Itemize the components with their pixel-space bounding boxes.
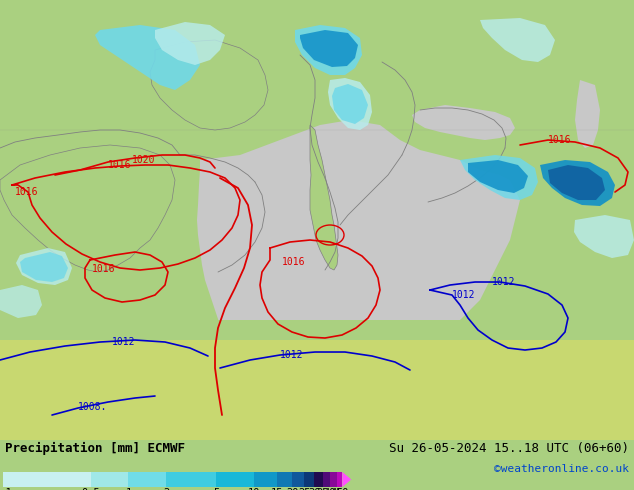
Bar bbox=[3, 472, 91, 487]
Polygon shape bbox=[412, 105, 515, 140]
Text: 0.1: 0.1 bbox=[0, 488, 12, 490]
Text: 30: 30 bbox=[308, 488, 321, 490]
Bar bbox=[91, 472, 129, 487]
Polygon shape bbox=[328, 78, 372, 130]
Text: 5: 5 bbox=[213, 488, 219, 490]
Polygon shape bbox=[155, 22, 225, 65]
Polygon shape bbox=[310, 125, 338, 270]
Text: 1012: 1012 bbox=[492, 277, 515, 287]
Polygon shape bbox=[540, 160, 615, 206]
Polygon shape bbox=[295, 25, 362, 75]
Text: 1016: 1016 bbox=[282, 257, 306, 267]
Polygon shape bbox=[150, 40, 268, 130]
Text: 20: 20 bbox=[286, 488, 299, 490]
Bar bbox=[323, 472, 330, 487]
Text: Precipitation [mm] ECMWF: Precipitation [mm] ECMWF bbox=[5, 441, 185, 455]
Bar bbox=[254, 472, 276, 487]
Text: 1012: 1012 bbox=[452, 290, 476, 300]
Bar bbox=[166, 472, 216, 487]
Polygon shape bbox=[0, 320, 634, 440]
Polygon shape bbox=[574, 215, 634, 258]
Polygon shape bbox=[16, 248, 72, 285]
Bar bbox=[292, 472, 304, 487]
Polygon shape bbox=[468, 160, 528, 193]
Text: 1020: 1020 bbox=[132, 155, 155, 165]
Text: 1012: 1012 bbox=[280, 350, 304, 360]
Bar bbox=[330, 472, 337, 487]
Polygon shape bbox=[548, 165, 605, 200]
Polygon shape bbox=[480, 18, 555, 62]
Text: 1012: 1012 bbox=[112, 337, 136, 347]
Polygon shape bbox=[20, 252, 68, 282]
Text: 10: 10 bbox=[248, 488, 261, 490]
Text: 1016: 1016 bbox=[15, 187, 39, 197]
Text: 35: 35 bbox=[316, 488, 329, 490]
Text: Su 26-05-2024 15..18 UTC (06+60): Su 26-05-2024 15..18 UTC (06+60) bbox=[389, 441, 629, 455]
Text: 50: 50 bbox=[336, 488, 349, 490]
Text: 2: 2 bbox=[163, 488, 169, 490]
Bar bbox=[304, 472, 314, 487]
Polygon shape bbox=[0, 145, 175, 272]
Polygon shape bbox=[197, 120, 520, 385]
Bar bbox=[314, 472, 323, 487]
Polygon shape bbox=[0, 340, 634, 440]
Polygon shape bbox=[332, 84, 368, 124]
Text: 1: 1 bbox=[126, 488, 132, 490]
Polygon shape bbox=[460, 155, 538, 200]
Polygon shape bbox=[0, 285, 42, 318]
Polygon shape bbox=[300, 30, 358, 67]
Polygon shape bbox=[95, 25, 200, 90]
Bar bbox=[276, 472, 292, 487]
Text: 1008.: 1008. bbox=[78, 402, 107, 412]
Text: 1016: 1016 bbox=[548, 135, 571, 145]
Text: 1016: 1016 bbox=[108, 160, 131, 170]
Bar bbox=[337, 472, 342, 487]
Polygon shape bbox=[342, 472, 351, 487]
Text: 15: 15 bbox=[270, 488, 283, 490]
Text: 25: 25 bbox=[298, 488, 311, 490]
Text: 40: 40 bbox=[324, 488, 337, 490]
Text: ©weatheronline.co.uk: ©weatheronline.co.uk bbox=[494, 464, 629, 474]
Text: 0.5: 0.5 bbox=[81, 488, 100, 490]
Text: 1016: 1016 bbox=[92, 264, 115, 274]
Bar bbox=[216, 472, 254, 487]
Text: 45: 45 bbox=[330, 488, 343, 490]
Bar bbox=[129, 472, 166, 487]
Polygon shape bbox=[575, 80, 600, 148]
